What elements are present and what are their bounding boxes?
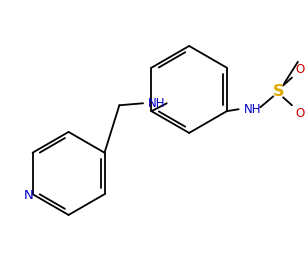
Text: NH: NH bbox=[148, 97, 166, 110]
Text: O: O bbox=[295, 63, 304, 76]
Text: S: S bbox=[272, 84, 284, 99]
Text: O: O bbox=[295, 107, 304, 120]
Text: NH: NH bbox=[244, 103, 261, 116]
Text: N: N bbox=[24, 189, 34, 202]
